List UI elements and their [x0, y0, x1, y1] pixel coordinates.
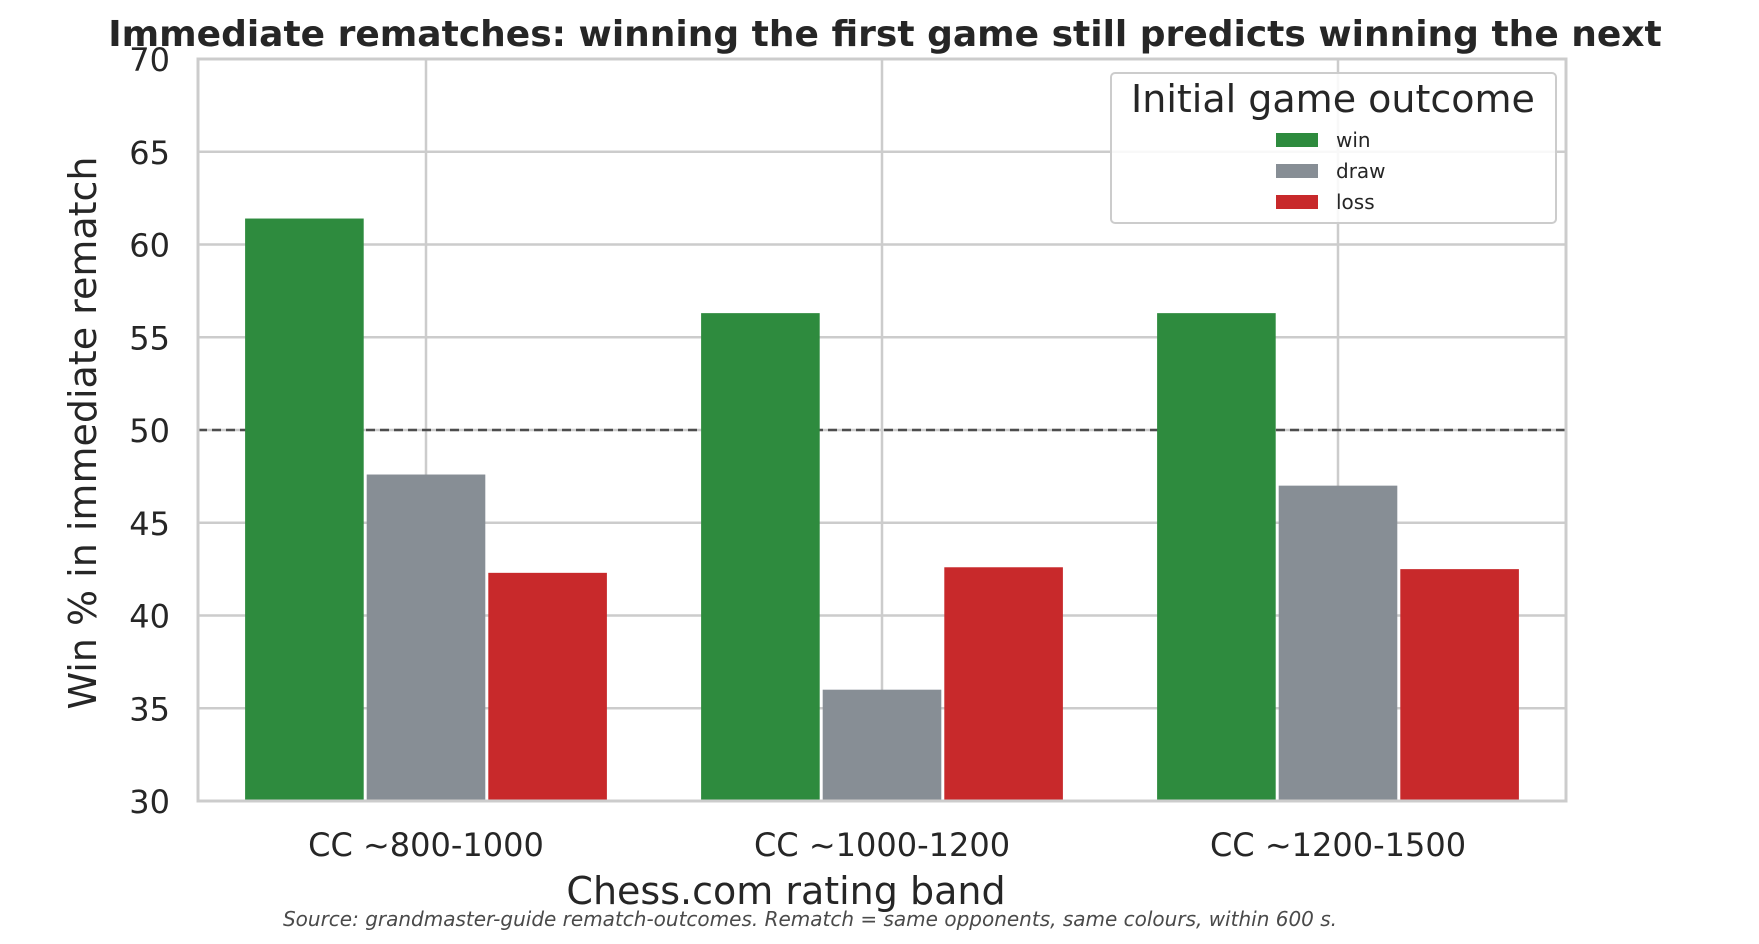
bars: [245, 218, 1519, 801]
bar-loss: [944, 567, 1063, 801]
plot-frame: [196, 57, 1568, 803]
bar-win: [245, 218, 364, 801]
y-tick-label: 55: [129, 319, 170, 357]
legend-title: Initial game outcome: [1131, 77, 1535, 121]
bar-draw: [366, 474, 486, 801]
y-tick-label: 70: [129, 41, 170, 79]
bar-draw: [1278, 485, 1398, 801]
y-axis-label: Win % in immediate rematch: [61, 156, 105, 709]
y-tick-label: 30: [129, 783, 170, 821]
bar-loss: [488, 572, 607, 801]
y-ticks: 30 35 40 45 50 55 60 65 70: [129, 41, 170, 821]
y-tick-label: 35: [129, 690, 170, 728]
legend-label-win: win: [1336, 128, 1371, 152]
chart-title: Immediate rematches: winning the first g…: [108, 14, 1662, 55]
legend-swatch-draw: [1276, 164, 1318, 178]
x-ticks: CC ~800-1000 CC ~1000-1200 CC ~1200-1500: [308, 826, 1466, 864]
y-tick-label: 65: [129, 134, 170, 172]
bar-win: [1157, 313, 1276, 801]
bar-win: [701, 313, 820, 801]
x-axis-label: Chess.com rating band: [566, 869, 1005, 913]
legend-box: [1110, 72, 1557, 224]
legend-label-draw: draw: [1336, 159, 1386, 183]
legend-items: win draw loss: [1276, 128, 1386, 214]
y-tick-label: 50: [129, 412, 170, 450]
x-tick-label: CC ~1000-1200: [754, 826, 1010, 864]
legend-swatch-loss: [1276, 195, 1318, 209]
y-tick-label: 40: [129, 598, 170, 636]
y-tick-label: 45: [129, 505, 170, 543]
bar-loss: [1400, 569, 1519, 801]
x-tick-label: CC ~1200-1500: [1210, 826, 1466, 864]
bar-draw: [822, 689, 942, 801]
legend: Initial game outcome win draw loss: [1110, 72, 1557, 224]
legend-swatch-win: [1276, 133, 1318, 147]
legend-label-loss: loss: [1336, 190, 1375, 214]
source-note: Source: grandmaster-guide rematch-outcom…: [283, 907, 1337, 931]
y-tick-label: 60: [129, 227, 170, 265]
x-tick-label: CC ~800-1000: [308, 826, 544, 864]
